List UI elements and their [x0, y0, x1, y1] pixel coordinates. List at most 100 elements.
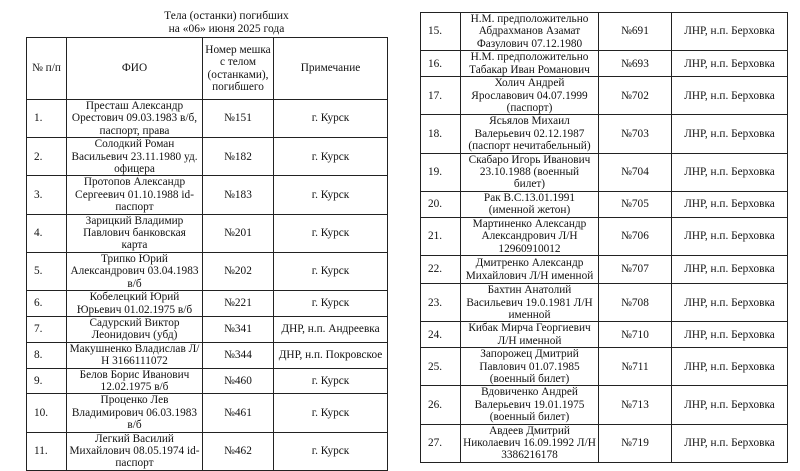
header-fio: ФИО — [66, 37, 203, 100]
person-name: Проценко Лев Владимирович 06.03.1983 в/б — [66, 393, 203, 433]
location-note: ЛНР, н.п. Берховка — [671, 50, 788, 78]
row-number: 19. — [420, 152, 461, 192]
person-name: Авдеев Дмитрий Николаевич 16.09.1992 Л/Н… — [460, 423, 599, 463]
location-note: г. Курск — [273, 98, 388, 139]
location-note: ЛНР, н.п. Берховка — [671, 423, 788, 463]
person-name: Бахтин Анатолий Васильевич 19.0.1981 Л/Н… — [460, 283, 599, 323]
row-number: 2. — [26, 137, 67, 177]
table-row: 2. Солодкий Роман Васильевич 23.11.1980 у… — [26, 137, 388, 177]
bag-number: №705 — [598, 190, 672, 218]
bag-number: №201 — [202, 213, 274, 253]
location-note: г. Курск — [273, 137, 388, 177]
location-note: г. Курск — [273, 367, 388, 395]
table-header-row: № п/п ФИО Номер мешка с телом (останками… — [26, 37, 388, 100]
row-number: 22. — [420, 255, 461, 285]
row-number: 18. — [420, 114, 461, 154]
table-row: 27. Авдеев Дмитрий Николаевич 16.09.1992 … — [420, 423, 788, 463]
row-number: 20. — [420, 190, 461, 218]
location-note: г. Курск — [273, 290, 388, 317]
remains-table-right: 15. Н.М. предположительно Абдрахманов Аза… — [420, 11, 788, 463]
table-row: 11. Легкий Василий Михайлович 08.05.1974 … — [26, 431, 388, 471]
location-note: ЛНР, н.п. Берховка — [671, 76, 788, 116]
location-note: ЛНР, н.п. Берховка — [671, 385, 788, 425]
location-note: г. Курск — [273, 393, 388, 433]
table-row: 7. Садурский Виктор Леонидович (убд) №341 Д… — [26, 315, 388, 343]
bag-number: №710 — [598, 321, 672, 349]
row-number: 9. — [26, 367, 67, 395]
bag-number: №202 — [202, 251, 274, 292]
bag-number: №708 — [598, 283, 672, 323]
row-number: 4. — [26, 213, 67, 253]
person-name: Кибак Мирча Георгиевич Л/Н именной — [460, 321, 599, 349]
bag-number: №462 — [202, 431, 274, 471]
title-line-1: Тела (останки) погибших — [164, 10, 289, 22]
table-row: 18. Ясьялов Михаил Валерьевич 02.12.1987 … — [420, 114, 788, 154]
person-name: Н.М. предположительно Абдрахманов Азамат… — [460, 11, 599, 52]
table-row: 8. Макушненко Владислав Л/Н 3166111072 №34… — [26, 341, 388, 369]
row-number: 24. — [420, 321, 461, 349]
bag-number: №460 — [202, 367, 274, 395]
person-name: Солодкий Роман Васильевич 23.11.1980 уд.… — [66, 137, 203, 177]
location-note: ЛНР, н.п. Берховка — [671, 11, 788, 52]
person-name: Зарицкий Владимир Павлович банковская ка… — [66, 213, 203, 253]
person-name: Протопов Александр Сергеевич 01.10.1988 … — [66, 175, 203, 215]
row-number: 1. — [26, 98, 67, 139]
row-number: 23. — [420, 283, 461, 323]
bag-number: №461 — [202, 393, 274, 433]
bag-number: №151 — [202, 98, 274, 139]
table-row: 1. Престаш Александр Орестович 09.03.1983… — [26, 98, 388, 139]
location-note: г. Курск — [273, 175, 388, 215]
person-name: Ясьялов Михаил Валерьевич 02.12.1987 (па… — [460, 114, 599, 154]
bag-number: №221 — [202, 290, 274, 317]
table-row: 5. Трипко Юрий Александрович 03.04.1983 в… — [26, 251, 388, 292]
table-row: 23. Бахтин Анатолий Васильевич 19.0.1981 … — [420, 283, 788, 323]
bag-number: №703 — [598, 114, 672, 154]
row-number: 15. — [420, 11, 461, 52]
location-note: ДНР, н.п. Покровское — [273, 341, 388, 369]
table-row: 25. Запорожец Дмитрий Павлович 01.07.1985… — [420, 347, 788, 387]
table-row: 26. Вдовиченко Андрей Валерьевич 19.01.19… — [420, 385, 788, 425]
person-name: Вдовиченко Андрей Валерьевич 19.01.1975 … — [460, 385, 599, 425]
row-number: 5. — [26, 251, 67, 292]
row-number: 8. — [26, 341, 67, 369]
person-name: Садурский Виктор Леонидович (убд) — [66, 315, 203, 343]
bag-number: №711 — [598, 347, 672, 387]
row-number: 16. — [420, 50, 461, 78]
header-note: Примечание — [273, 37, 388, 100]
location-note: ЛНР, н.п. Берховка — [671, 347, 788, 387]
person-name: Дмитренко Александр Михайлович Л/Н именн… — [460, 255, 599, 285]
person-name: Легкий Василий Михайлович 08.05.1974 id-… — [66, 431, 203, 471]
row-number: 3. — [26, 175, 67, 215]
row-number: 17. — [420, 76, 461, 116]
bag-number: №713 — [598, 385, 672, 425]
location-note: ЛНР, н.п. Берховка — [671, 321, 788, 349]
table-row: 3. Протопов Александр Сергеевич 01.10.198… — [26, 175, 388, 215]
person-name: Трипко Юрий Александрович 03.04.1983 в/б — [66, 251, 203, 292]
person-name: Белов Борис Иванович 12.02.1975 в/б — [66, 367, 203, 395]
table-row: 21. Мартиненко Александр Александрович Л/… — [420, 216, 788, 257]
person-name: Мартиненко Александр Александрович Л/Н 1… — [460, 216, 599, 257]
row-number: 27. — [420, 423, 461, 463]
bag-number: №693 — [598, 50, 672, 78]
location-note: ЛНР, н.п. Берховка — [671, 190, 788, 218]
location-note: ЛНР, н.п. Берховка — [671, 216, 788, 257]
row-number: 21. — [420, 216, 461, 257]
document-title: Тела (останки) погибших на «06» июня 202… — [66, 10, 387, 36]
row-number: 6. — [26, 290, 67, 317]
table-row: 4. Зарицкий Владимир Павлович банковская … — [26, 213, 388, 253]
bag-number: №706 — [598, 216, 672, 257]
bag-number: №707 — [598, 255, 672, 285]
bag-number: №702 — [598, 76, 672, 116]
location-note: г. Курск — [273, 213, 388, 253]
person-name: Кобелецкий Юрий Юрьевич 01.02.1975 в/б — [66, 290, 203, 317]
header-number: № п/п — [26, 37, 67, 100]
person-name: Н.М. предположительно Табакар Иван Роман… — [460, 50, 599, 78]
bag-number: №344 — [202, 341, 274, 369]
table-row: 19. Скабаро Игорь Иванович 23.10.1988 (во… — [420, 152, 788, 192]
person-name: Холич Андрей Ярославович 04.07.1999 (пас… — [460, 76, 599, 116]
table-row: 6. Кобелецкий Юрий Юрьевич 01.02.1975 в/б… — [26, 290, 388, 317]
table-row: 22. Дмитренко Александр Михайлович Л/Н им… — [420, 255, 788, 285]
row-number: 26. — [420, 385, 461, 425]
location-note: г. Курск — [273, 431, 388, 471]
table-row: 9. Белов Борис Иванович 12.02.1975 в/б №46… — [26, 367, 388, 395]
